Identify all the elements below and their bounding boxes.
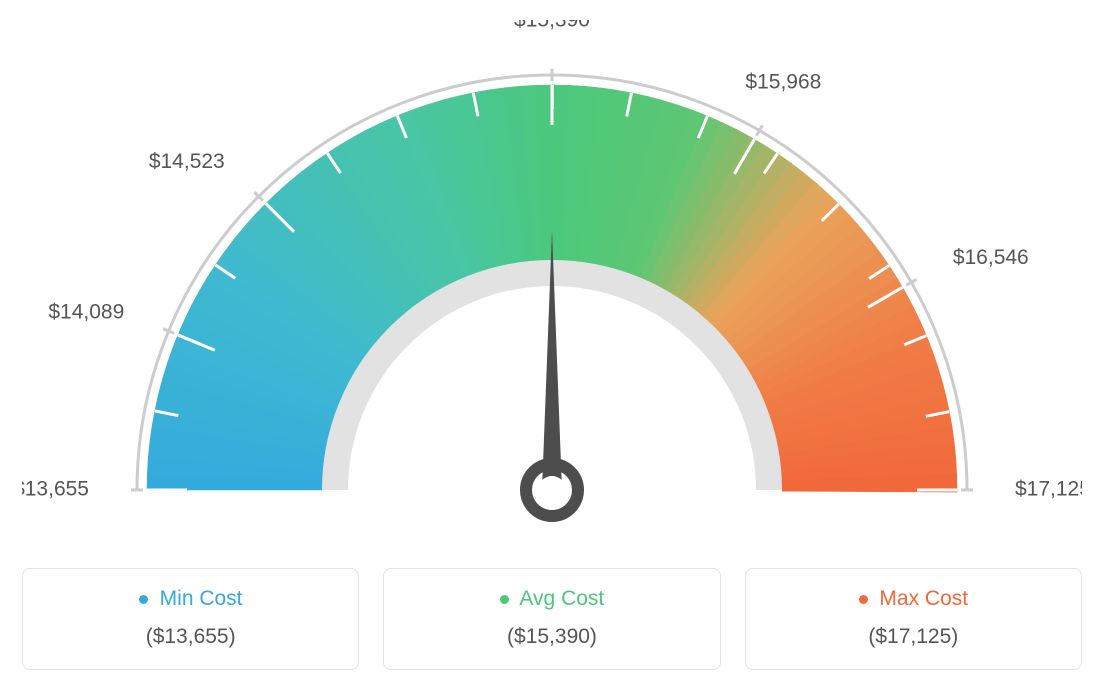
legend-card-min: Min Cost ($13,655) [22,568,359,670]
legend-avg-value: ($15,390) [394,625,709,649]
legend-min-title: Min Cost [33,587,348,611]
gauge-tick-label: $17,125 [1015,478,1082,501]
dot-icon [859,595,868,604]
legend-avg-label: Avg Cost [519,587,604,610]
dot-icon [139,595,148,604]
dot-icon [500,595,509,604]
legend-min-value: ($13,655) [33,625,348,649]
gauge-tick-label: $15,390 [514,20,590,32]
legend-card-avg: Avg Cost ($15,390) [383,568,720,670]
legend-avg-title: Avg Cost [394,587,709,611]
gauge-tick-label: $16,546 [953,246,1029,269]
gauge-tick-label: $15,968 [745,71,821,94]
gauge-tick-label: $14,523 [149,150,225,173]
legend-max-title: Max Cost [756,587,1071,611]
legend-card-max: Max Cost ($17,125) [745,568,1082,670]
legend-max-value: ($17,125) [756,625,1071,649]
gauge-tick-label: $13,655 [22,478,89,501]
gauge-svg: $13,655 $14,089 $14,523 $15,390 $15,968 $16,5… [22,20,1082,540]
legend-min-label: Min Cost [160,587,243,610]
legend-row: Min Cost ($13,655) Avg Cost ($15,390) Ma… [22,568,1082,670]
cost-gauge-chart: $13,655 $14,089 $14,523 $15,390 $15,968 $16,5… [22,20,1082,670]
gauge-tick-label: $14,089 [48,300,124,323]
legend-max-label: Max Cost [879,587,968,610]
